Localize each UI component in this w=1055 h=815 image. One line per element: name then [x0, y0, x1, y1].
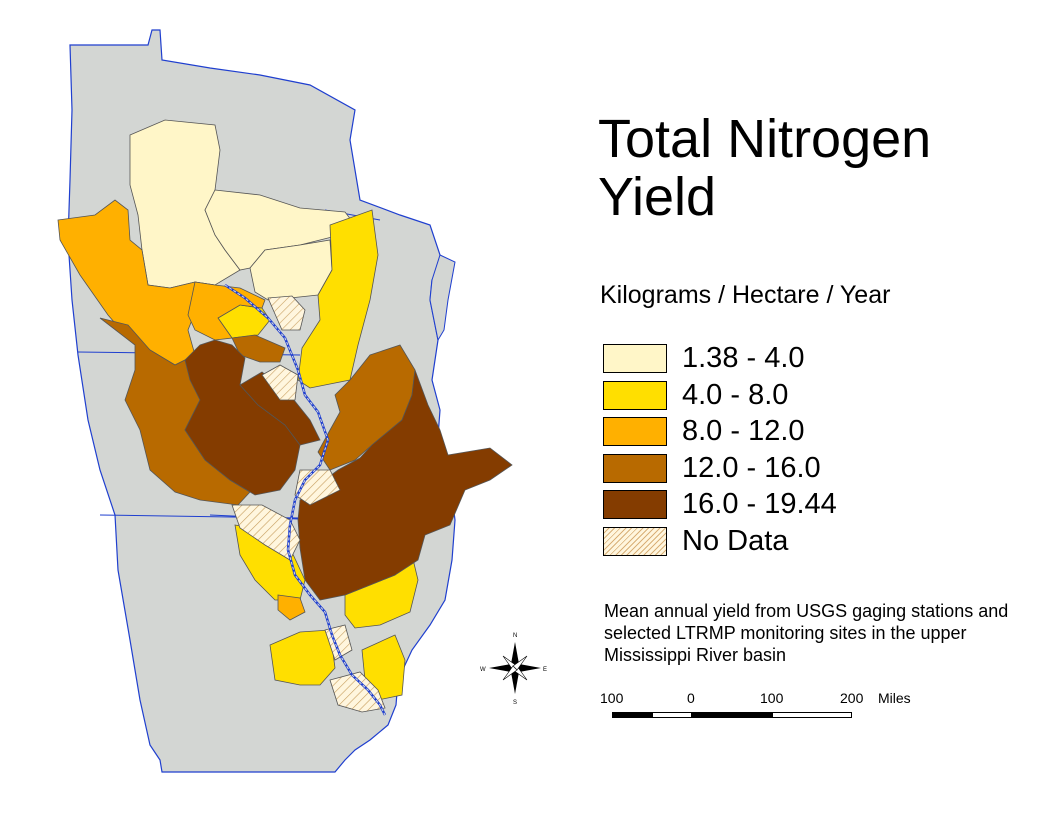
scale-label-100: 100: [760, 690, 784, 706]
subbasins: [57, 119, 513, 713]
units-label: Kilograms / Hectare / Year: [600, 281, 891, 309]
scale-seg-3: [692, 712, 772, 718]
scale-seg-2: [652, 712, 692, 718]
legend-label: 8.0 - 12.0: [682, 415, 805, 447]
legend-label: 16.0 - 19.44: [682, 488, 837, 520]
basin-nodata-2: [231, 504, 301, 561]
basin-brown-east: [317, 344, 416, 471]
legend-swatch: [603, 344, 667, 373]
scale-seg-4: [772, 712, 852, 718]
legend-swatch: [603, 380, 667, 410]
map-caption: Mean annual yield from USGS gaging stati…: [604, 601, 1009, 665]
basin-nodata-5: [329, 671, 386, 713]
upper-michigan-shape: [429, 254, 456, 342]
legend-swatch: [603, 526, 667, 556]
compass-s: S: [513, 700, 517, 706]
scale-seg-1: [612, 712, 652, 718]
scale-bar: 100 0 100 200 Miles: [600, 690, 920, 730]
legend-label: 4.0 - 8.0: [682, 378, 789, 411]
legend-swatch: [603, 417, 667, 446]
basin-darkbrown-east: [297, 369, 513, 601]
compass-e: E: [543, 667, 547, 673]
legend-label: 12.0 - 16.0: [682, 451, 821, 484]
basin-map: N S E W: [57, 29, 547, 773]
basin-orange-center: [187, 281, 266, 341]
legend-swatch: [603, 490, 667, 519]
title-line-2: Yield: [598, 167, 717, 227]
compass-w: W: [480, 667, 486, 673]
legend-label: No Data: [682, 524, 789, 557]
basin-orange-small: [277, 594, 306, 621]
scale-unit: Miles: [878, 690, 911, 706]
basin-nodata-1: [261, 364, 299, 401]
scale-label-0: 0: [687, 690, 695, 706]
basin-yellow-east: [297, 209, 379, 389]
compass-n: N: [513, 633, 517, 639]
map-title: Total Nitrogen Yield: [598, 110, 931, 226]
scale-label-200: 200: [840, 690, 864, 706]
title-line-1: Total Nitrogen: [598, 109, 932, 169]
river-floodplain: [224, 284, 386, 716]
basin-darkbrown-1: [184, 339, 301, 496]
compass-rose: N S E W: [480, 633, 547, 706]
legend-label: 1.38 - 4.0: [682, 342, 805, 374]
legend-swatch: [603, 453, 667, 483]
basin-yellow-south-2: [269, 629, 336, 686]
scale-label-100-left: 100: [600, 690, 624, 706]
basin-nodata-4: [267, 295, 306, 331]
